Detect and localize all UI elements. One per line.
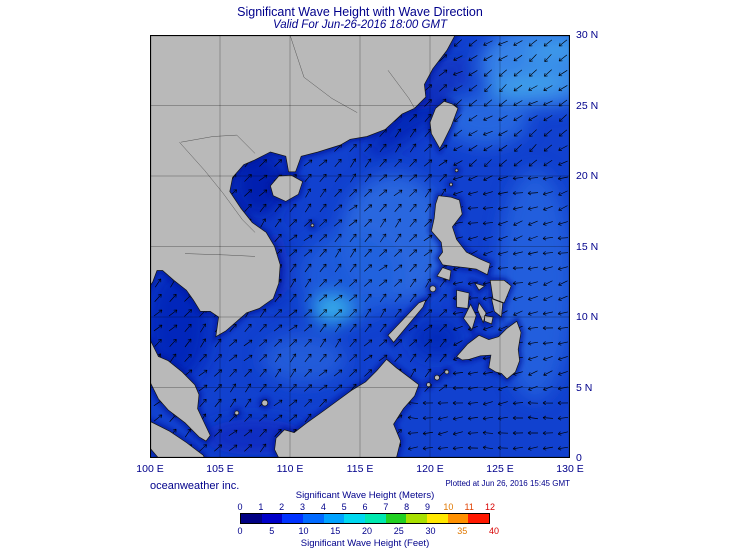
lat-label: 10 N: [576, 311, 599, 323]
colorbar-segment: [241, 514, 262, 523]
page-title: Significant Wave Height with Wave Direct…: [237, 5, 483, 19]
lon-label: 115 E: [346, 463, 374, 475]
map-svg: [149, 34, 571, 459]
lon-label: 100 E: [136, 463, 164, 475]
feet-tick: 20: [361, 526, 373, 536]
lat-label: 15 N: [576, 240, 599, 253]
plotted-timestamp: Plotted at Jun 26, 2016 15:45 GMT: [445, 479, 570, 488]
lon-label: 105 E: [206, 463, 234, 475]
meter-tick: 11: [464, 502, 474, 512]
lat-label: 30 N: [576, 29, 599, 41]
feet-tick: 35: [457, 526, 468, 536]
feet-tick: 25: [393, 526, 404, 536]
graticule: [150, 35, 570, 458]
lat-label: 25 N: [576, 99, 599, 112]
meter-tick: 4: [320, 502, 326, 512]
meter-tick: 1: [258, 502, 264, 512]
feet-tick-labels: 0 5 10 15 20 25 30 35 40: [237, 526, 499, 536]
legend-title-meters: Significant Wave Height (Meters): [295, 490, 435, 501]
feet-tick: 30: [425, 526, 436, 536]
feet-tick: 40: [488, 526, 500, 536]
wave-height-map: [149, 34, 571, 459]
colorbar-segment: [261, 514, 283, 523]
feet-tick: 15: [330, 526, 341, 536]
colorbar-segment: [365, 514, 386, 523]
meter-tick: 5: [341, 502, 347, 512]
lat-label: 5 N: [576, 381, 593, 394]
colorbar-segment: [406, 514, 428, 523]
legend-title-feet: Significant Wave Height (Feet): [300, 538, 430, 549]
lon-label: 110 E: [276, 463, 304, 475]
colorbar-segment: [468, 514, 490, 523]
meter-tick: 0: [237, 502, 243, 512]
colorbar-segment: [323, 514, 345, 523]
meter-tick: 9: [424, 502, 431, 512]
colorbar-segment: [303, 514, 324, 523]
latitude-axis: 30 N 25 N 20 N 15 N 10 N 5 N 0: [576, 29, 616, 464]
colorbar-segment: [427, 514, 448, 523]
colorbar-segment: [385, 514, 407, 523]
meter-tick: 12: [484, 502, 496, 512]
colorbar: [240, 513, 490, 524]
valid-time-subtitle: Valid For Jun-26-2016 18:00 GMT: [272, 19, 448, 31]
meter-tick: 6: [362, 502, 368, 512]
colorbar-segment: [344, 514, 366, 523]
lat-label: 20 N: [576, 170, 599, 182]
feet-tick: 0: [237, 526, 243, 536]
meter-tick: 3: [299, 502, 306, 512]
feet-tick: 10: [298, 526, 309, 536]
feet-tick: 5: [269, 526, 275, 536]
colorbar-segment: [282, 514, 304, 523]
lat-label: 0: [576, 452, 582, 464]
meter-tick: 2: [279, 502, 285, 512]
lon-label: 120 E: [416, 463, 444, 475]
meter-tick: 10: [443, 502, 454, 512]
meter-tick: 7: [383, 502, 389, 512]
lon-label: 130 E: [556, 463, 584, 475]
lon-label: 125 E: [486, 463, 514, 475]
colorbar-segment: [447, 514, 469, 523]
meter-tick-labels: 0 1 2 3 4 5 6 7 8 9 10 11 12: [237, 502, 495, 512]
meter-tick: 8: [404, 502, 410, 512]
credit-text: oceanweather inc.: [150, 480, 240, 492]
longitude-axis: 100 E 105 E 110 E 115 E 120 E 125 E 130 E: [136, 463, 583, 477]
map-frame: [149, 34, 571, 459]
